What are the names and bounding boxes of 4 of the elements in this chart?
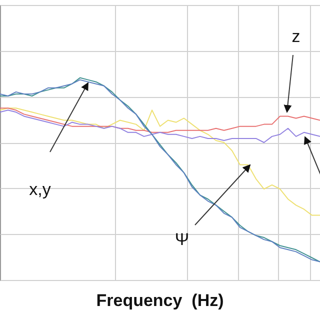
annotation: x,y <box>29 180 51 200</box>
annotation: Ψ <box>174 230 190 250</box>
text: z <box>292 27 300 47</box>
x-axis-title: Frequency (Hz) <box>95 291 225 311</box>
